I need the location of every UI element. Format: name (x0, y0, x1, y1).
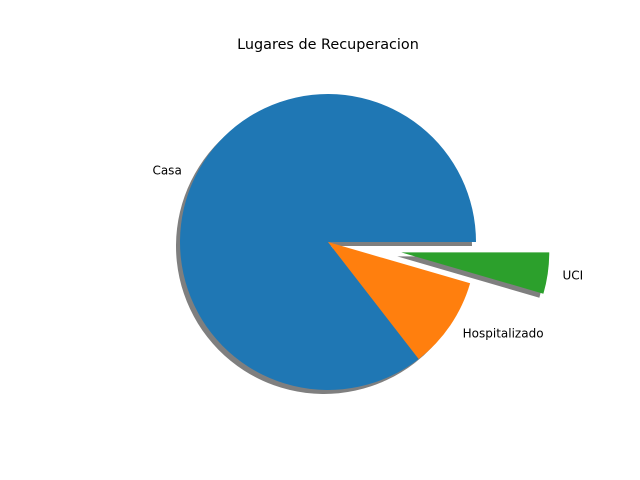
chart-title: Lugares de Recuperacion (237, 37, 419, 53)
pie-slice-casa (180, 93, 477, 390)
pie-slice-uci (401, 252, 550, 294)
slice-label-hospitalizado: Hospitalizado (463, 327, 544, 341)
slice-label-uci: UCI (562, 268, 583, 282)
pie-slice-hospitalizado (328, 242, 471, 359)
pie-slices (180, 93, 550, 390)
pie-labels: Casa Hospitalizado UCI (152, 163, 583, 340)
slice-label-casa: Casa (152, 163, 181, 177)
